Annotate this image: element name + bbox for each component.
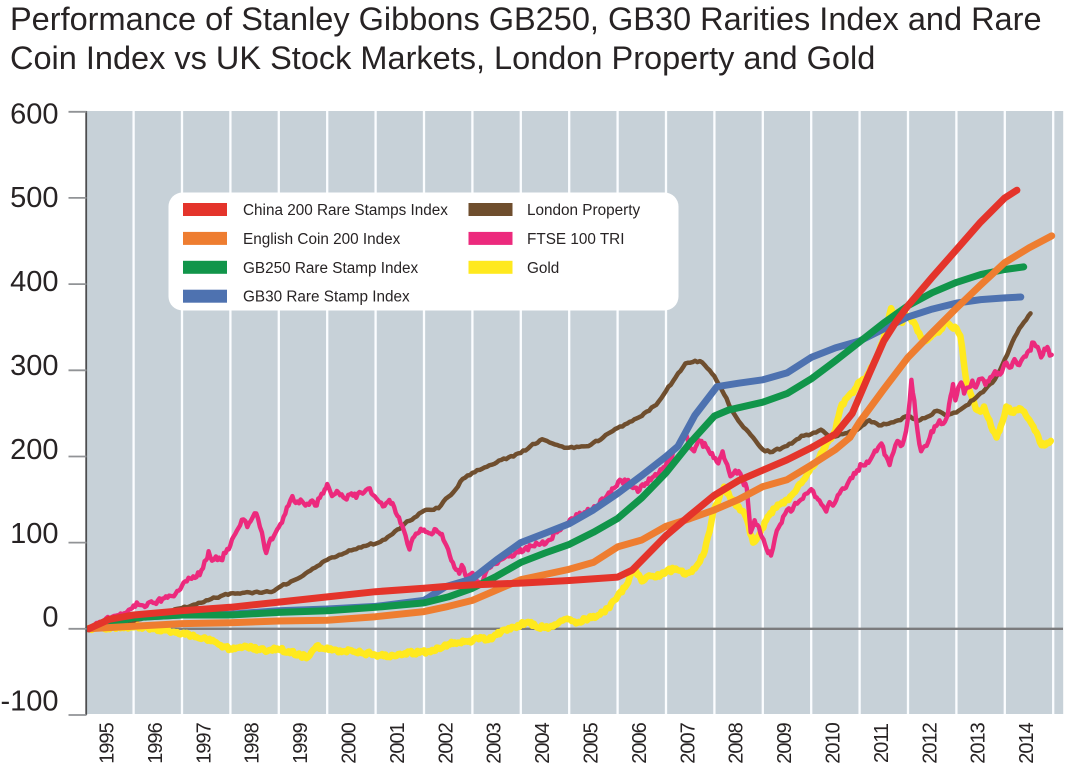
- svg-text:GB30 Rare Stamp Index: GB30 Rare Stamp Index: [243, 289, 410, 306]
- svg-text:2011: 2011: [871, 723, 893, 763]
- svg-text:2007: 2007: [677, 722, 699, 763]
- svg-text:0: 0: [42, 602, 58, 634]
- svg-text:2001: 2001: [387, 722, 409, 763]
- svg-text:2013: 2013: [968, 722, 990, 763]
- svg-text:600: 600: [10, 98, 58, 130]
- svg-text:2012: 2012: [919, 722, 941, 763]
- svg-text:FTSE 100 TRI: FTSE 100 TRI: [527, 231, 624, 248]
- svg-text:Coin Index vs UK Stock Markets: Coin Index vs UK Stock Markets, London P…: [10, 40, 875, 76]
- svg-text:1998: 1998: [242, 722, 264, 763]
- svg-text:500: 500: [10, 182, 58, 214]
- svg-text:Gold: Gold: [527, 260, 559, 277]
- svg-text:London Property: London Property: [527, 202, 640, 219]
- svg-text:2006: 2006: [629, 722, 651, 763]
- svg-text:GB250 Rare Stamp Index: GB250 Rare Stamp Index: [243, 260, 419, 277]
- svg-text:400: 400: [10, 266, 58, 298]
- svg-text:2002: 2002: [435, 722, 457, 763]
- svg-text:2004: 2004: [532, 722, 554, 763]
- svg-text:1999: 1999: [290, 722, 312, 763]
- svg-text:2005: 2005: [581, 722, 603, 763]
- svg-text:2008: 2008: [726, 722, 748, 763]
- svg-text:2009: 2009: [774, 722, 796, 763]
- svg-text:2010: 2010: [823, 722, 845, 763]
- svg-text:Performance of Stanley Gibbons: Performance of Stanley Gibbons GB250, GB…: [10, 1, 1042, 37]
- svg-text:English Coin 200 Index: English Coin 200 Index: [243, 231, 401, 248]
- svg-text:2000: 2000: [339, 722, 361, 763]
- svg-text:1995: 1995: [97, 722, 119, 763]
- svg-text:China 200 Rare Stamps Index: China 200 Rare Stamps Index: [243, 202, 448, 219]
- svg-text:-100: -100: [0, 686, 58, 718]
- svg-text:2003: 2003: [484, 722, 506, 763]
- svg-text:100: 100: [10, 518, 58, 550]
- svg-text:200: 200: [10, 434, 58, 466]
- svg-text:1997: 1997: [193, 722, 215, 763]
- svg-text:2014: 2014: [1016, 722, 1038, 763]
- svg-text:1996: 1996: [145, 722, 167, 763]
- svg-text:300: 300: [10, 350, 58, 382]
